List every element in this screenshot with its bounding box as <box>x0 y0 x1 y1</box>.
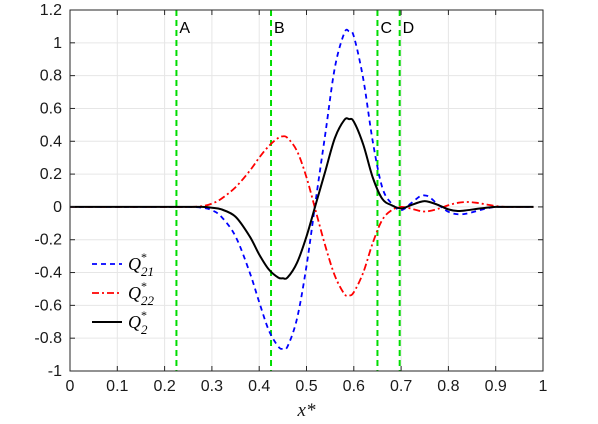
x-axis-label: x* <box>297 400 316 421</box>
x-tick-label: 0.9 <box>485 378 507 395</box>
y-tick-label: -0.8 <box>34 330 62 347</box>
y-tick-label: 0 <box>53 199 62 216</box>
x-tick-label: 0.5 <box>295 378 317 395</box>
series-line-2 <box>70 117 534 280</box>
y-tick-label: -1 <box>48 363 62 380</box>
x-tick-label: 0.2 <box>153 378 175 395</box>
series-line-0 <box>70 28 534 351</box>
legend-label-0: Q* 21 <box>128 250 154 279</box>
y-axis-ticks: -1 -0.8 -0.6 -0.4 -0.2 0 0.2 0.4 0.6 0.8 1 1.2 <box>34 2 543 380</box>
y-tick-label: 1 <box>53 35 62 52</box>
series-group <box>70 28 534 351</box>
marker-label-b: B <box>274 20 285 37</box>
y-tick-label: 0.4 <box>40 133 62 150</box>
y-tick-label: 0.6 <box>40 100 62 117</box>
marker-label-c: C <box>380 20 392 37</box>
marker-label-a: A <box>179 20 190 37</box>
x-tick-label: 0 <box>66 378 75 395</box>
legend: Q* 21Q* 22Q* 2 <box>92 250 155 337</box>
y-tick-label: -0.6 <box>34 297 62 314</box>
x-tick-label: 0.4 <box>248 378 270 395</box>
x-tick-label: 0.1 <box>106 378 128 395</box>
y-tick-label: 1.2 <box>40 2 62 19</box>
y-tick-label: -0.2 <box>34 232 62 249</box>
x-tick-label: 0.8 <box>437 378 459 395</box>
x-tick-label: 0.6 <box>343 378 365 395</box>
y-tick-label: 0.8 <box>40 68 62 85</box>
x-tick-label: 0.7 <box>390 378 412 395</box>
marker-label-d: D <box>403 20 415 37</box>
x-tick-label: 1 <box>539 378 548 395</box>
x-axis-ticks: 0 0.1 0.2 0.3 0.4 0.5 0.6 0.7 0.8 0.9 1 <box>66 10 548 395</box>
legend-label-1: Q* 22 <box>128 279 155 308</box>
x-tick-label: 0.3 <box>201 378 223 395</box>
y-tick-label: -0.4 <box>34 265 62 282</box>
legend-label-2: Q* 2 <box>128 308 148 337</box>
y-tick-label: 0.2 <box>40 166 62 183</box>
